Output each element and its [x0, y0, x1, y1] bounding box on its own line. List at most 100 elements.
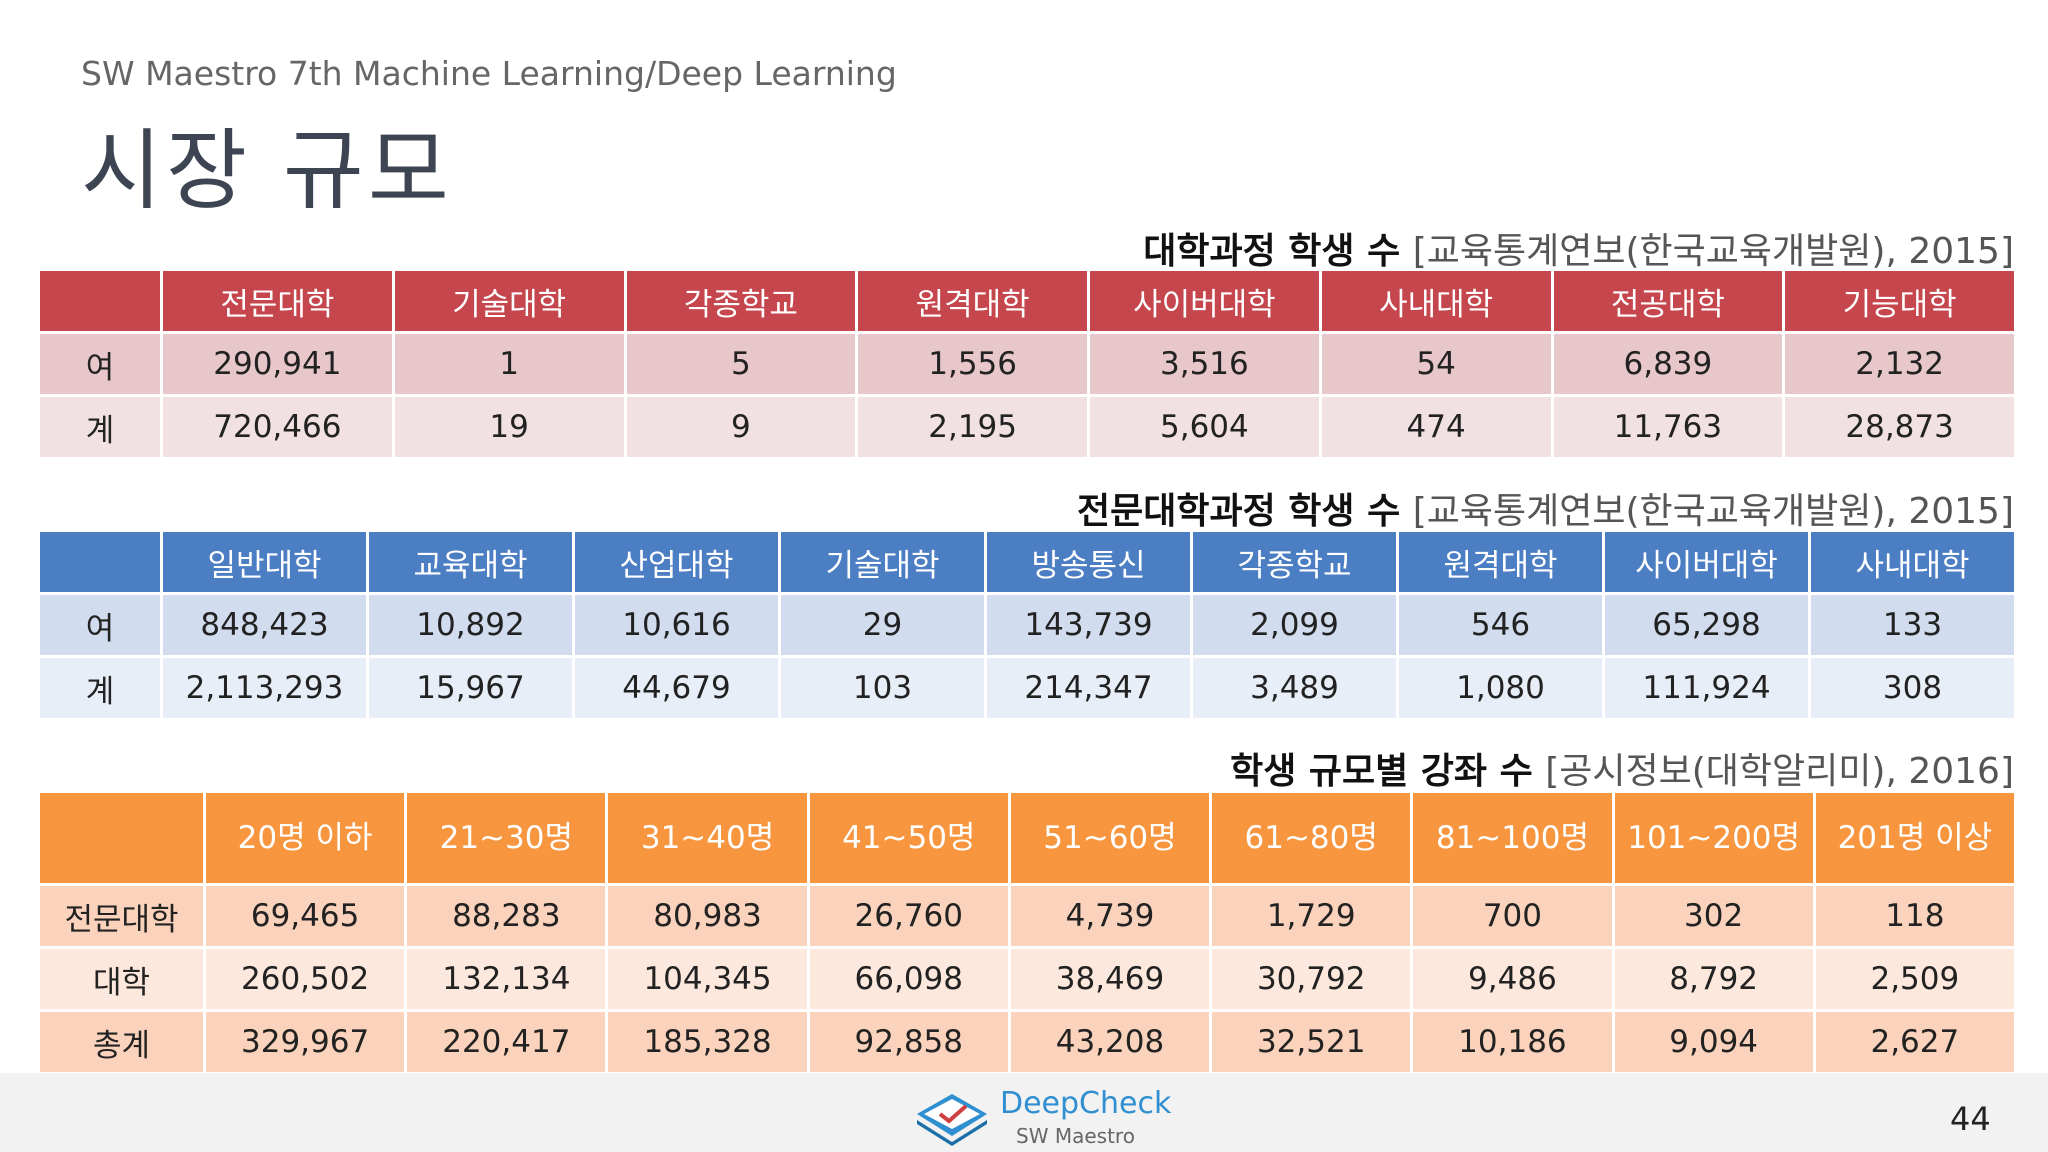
caption-title: 학생 규모별 강좌 수 [1230, 751, 1533, 792]
header-row: 20명 이하 21~30명 31~40명 41~50명 51~60명 61~80명 81~1… [37, 790, 2017, 886]
cell: 5,604 [1087, 394, 1322, 460]
cell: 30,792 [1209, 946, 1414, 1012]
table-head: 전문대학 기술대학 각종학교 원격대학 사이버대학 사내대학 전공대학 기능대학 [37, 268, 2017, 334]
cell: 132,134 [404, 946, 609, 1012]
cell: 8,792 [1611, 946, 1816, 1012]
cell: 185,328 [605, 1009, 810, 1075]
table-row: 계 720,466 19 9 2,195 5,604 474 11,763 28,873 [37, 394, 2017, 460]
cell: 720,466 [160, 394, 395, 460]
header-cell: 전문대학 [160, 268, 395, 334]
cell: 19 [391, 394, 627, 460]
table-row: 여 290,941 1 5 1,556 3,516 54 6,839 2,132 [37, 331, 2017, 397]
row-label: 계 [37, 394, 163, 460]
cell: 15,967 [366, 655, 575, 721]
row-label: 계 [37, 655, 163, 721]
cell: 5 [623, 331, 859, 397]
header-cell: 51~60명 [1007, 790, 1213, 886]
cell: 111,924 [1602, 655, 1811, 721]
header-cell: 31~40명 [605, 790, 810, 886]
subtitle: SW Maestro 7th Machine Learning/Deep Lea… [81, 54, 897, 93]
header-cell [37, 529, 163, 595]
table-row: 대학 260,502 132,134 104,345 66,098 38,469 30,79… [37, 946, 2017, 1012]
cell: 92,858 [806, 1009, 1011, 1075]
cell: 290,941 [160, 331, 395, 397]
header-cell [37, 268, 163, 334]
cell: 65,298 [1602, 592, 1811, 658]
cell: 32,521 [1209, 1009, 1414, 1075]
cell: 104,345 [605, 946, 810, 1012]
cell: 9 [623, 394, 859, 460]
header-cell: 사내대학 [1808, 529, 2017, 595]
data-table: 20명 이하 21~30명 31~40명 41~50명 51~60명 61~80명 81~1… [37, 790, 2017, 1075]
caption-title: 전문대학과정 학생 수 [1077, 491, 1401, 532]
cell: 133 [1808, 592, 2017, 658]
cell: 2,627 [1812, 1009, 2017, 1075]
cell: 10,616 [572, 592, 781, 658]
header-cell: 101~200명 [1611, 790, 1816, 886]
cell: 28,873 [1782, 394, 2017, 460]
title: 시장 규모 [81, 119, 453, 222]
header-cell: 사내대학 [1318, 268, 1554, 334]
caption-source: [교육통계연보(한국교육개발원), 2015] [1412, 491, 2014, 532]
cell: 4,739 [1007, 883, 1213, 949]
cell: 54 [1318, 331, 1554, 397]
header-cell: 전공대학 [1550, 268, 1786, 334]
header-cell: 방송통신 [984, 529, 1193, 595]
cell: 26,760 [806, 883, 1011, 949]
cell: 44,679 [572, 655, 781, 721]
header-cell: 원격대학 [1396, 529, 1605, 595]
header-cell: 원격대학 [855, 268, 1090, 334]
header-cell: 20명 이하 [202, 790, 408, 886]
logo-icon [917, 1094, 987, 1146]
data-table: 전문대학 기술대학 각종학교 원격대학 사이버대학 사내대학 전공대학 기능대학 여 290,94… [37, 268, 2017, 460]
table-head: 일반대학 교육대학 산업대학 기술대학 방송통신 각종학교 원격대학 사이버대학 사내대학 [37, 529, 2017, 595]
cell: 88,283 [404, 883, 609, 949]
header-cell: 21~30명 [404, 790, 609, 886]
header-cell: 교육대학 [366, 529, 575, 595]
data-table: 일반대학 교육대학 산업대학 기술대학 방송통신 각종학교 원격대학 사이버대학 사내대학 여 84… [37, 529, 2017, 721]
header-cell: 각종학교 [1190, 529, 1399, 595]
header-cell: 61~80명 [1209, 790, 1414, 886]
cell: 118 [1812, 883, 2017, 949]
cell: 474 [1318, 394, 1554, 460]
cell: 103 [778, 655, 987, 721]
table-row: 여 848,423 10,892 10,616 29 143,739 2,099 546 65,… [37, 592, 2017, 658]
table-body: 전문대학 69,465 88,283 80,983 26,760 4,739 1,729 70… [37, 883, 2017, 1075]
cell: 29 [778, 592, 987, 658]
row-label: 전문대학 [37, 883, 206, 949]
caption-source: [공시정보(대학알리미), 2016] [1545, 751, 2014, 792]
header-cell: 일반대학 [160, 529, 369, 595]
cell: 546 [1396, 592, 1605, 658]
cell: 308 [1808, 655, 2017, 721]
header-cell: 41~50명 [806, 790, 1011, 886]
cell: 80,983 [605, 883, 810, 949]
table-caption: 학생 규모별 강좌 수 [공시정보(대학알리미), 2016] [1230, 742, 2014, 794]
table-body: 여 848,423 10,892 10,616 29 143,739 2,099 546 65,… [37, 592, 2017, 721]
cell: 848,423 [160, 592, 369, 658]
logo-sub: SW Maestro [1016, 1124, 1135, 1148]
cell: 2,132 [1782, 331, 2017, 397]
cell: 2,113,293 [160, 655, 369, 721]
cell: 329,967 [202, 1009, 408, 1075]
cell: 143,739 [984, 592, 1193, 658]
cell: 10,892 [366, 592, 575, 658]
header-cell: 201명 이상 [1812, 790, 2017, 886]
table-row: 총계 329,967 220,417 185,328 92,858 43,208 32,52… [37, 1009, 2017, 1075]
page-number: 44 [1950, 1100, 1991, 1138]
header-cell: 기술대학 [778, 529, 987, 595]
cell: 69,465 [202, 883, 408, 949]
cell: 38,469 [1007, 946, 1213, 1012]
header-cell: 81~100명 [1410, 790, 1615, 886]
cell: 1 [391, 331, 627, 397]
cell: 220,417 [404, 1009, 609, 1075]
cell: 1,556 [855, 331, 1090, 397]
cell: 1,080 [1396, 655, 1605, 721]
cell: 214,347 [984, 655, 1193, 721]
header-row: 일반대학 교육대학 산업대학 기술대학 방송통신 각종학교 원격대학 사이버대학 사내대학 [37, 529, 2017, 595]
header-cell: 사이버대학 [1087, 268, 1322, 334]
header-cell: 사이버대학 [1602, 529, 1811, 595]
table-head: 20명 이하 21~30명 31~40명 41~50명 51~60명 61~80명 81~1… [37, 790, 2017, 886]
footer [0, 1073, 2048, 1152]
table-caption: 대학과정 학생 수 [교육통계연보(한국교육개발원), 2015] [1143, 222, 2014, 274]
header-cell [37, 790, 206, 886]
